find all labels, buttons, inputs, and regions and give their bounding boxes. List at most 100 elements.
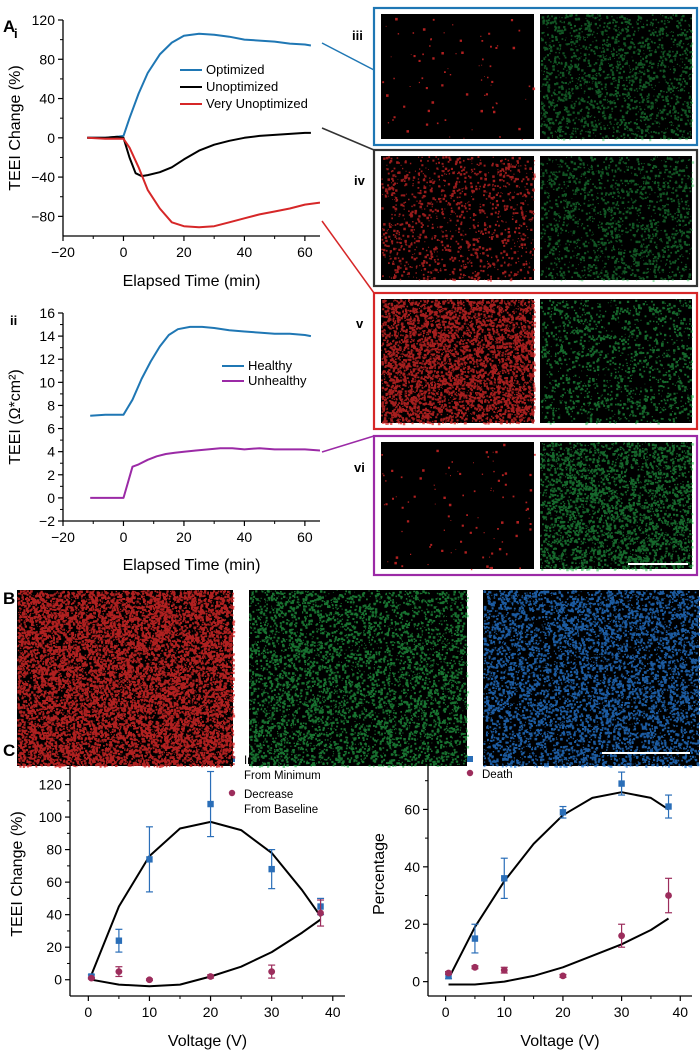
x-tick-label: 20 [555,1004,571,1020]
micrograph-red-channel [381,299,537,426]
x-tick-label: 60 [297,529,313,545]
micrograph-green-channel [540,14,694,142]
panel-frame [372,434,699,577]
micrographs-layer [17,6,700,769]
data-point [146,856,153,863]
micrograph-panel-v [372,291,699,431]
y-tick-label: 10 [39,374,55,390]
legend-marker [228,789,236,797]
data-point [471,935,479,942]
x-tick-label: 40 [237,529,253,545]
micrograph-signal [17,590,236,769]
y-axis-label: TEEI (Ω*cm²) [7,369,24,465]
connector-line [321,220,375,294]
x-tick-label: 20 [176,244,192,260]
micrograph-signal [540,442,695,572]
legend-label: From Minimum [244,770,321,782]
legend-marker [466,769,474,777]
micrograph-panel-b [17,590,700,769]
x-tick-label: 10 [496,1004,512,1020]
chart-c: 010203040020406080100120140Voltage (V)TE… [9,744,345,1050]
subpanel-label-ii: ii [10,313,17,328]
connector-line [321,127,375,151]
panel-frame [372,6,699,147]
fit-curve [91,918,322,988]
data-point [665,803,672,810]
connector-line [321,435,375,453]
x-tick-label: 20 [176,529,192,545]
y-tick-label: 0 [412,974,420,990]
data-point [146,976,153,984]
y-tick-label: 40 [39,91,55,107]
y-axis-label: Percentage [371,833,388,915]
legend-label: Very Unoptimized [206,96,308,111]
y-tick-label: 6 [47,421,55,437]
micrograph-background [381,156,534,280]
x-tick-label: 0 [120,529,128,545]
x-axis-label: Voltage (V) [520,1033,599,1050]
micrograph-red-channel [381,156,536,282]
subpanel-label-iv: iv [354,173,366,188]
series-line-unhealthy [90,447,320,499]
y-tick-label: 20 [46,939,62,955]
micrograph-red-channel [17,590,236,769]
panel-letter-c: C [3,741,15,760]
data-point [268,865,275,873]
y-tick-label: 12 [39,351,55,367]
data-point [317,909,324,917]
data-point [207,800,214,808]
micrograph-background [381,14,534,139]
y-tick-label: 60 [404,801,420,817]
x-tick-label: 30 [614,1004,630,1020]
y-tick-label: 20 [404,916,420,932]
series-line-very-unoptimized [87,136,320,229]
legend-label: Optimized [206,62,265,77]
micrograph-signal [540,299,694,426]
x-axis-label: Elapsed Time (min) [123,557,261,574]
micrograph-green-channel [249,590,470,768]
y-tick-label: 80 [46,842,62,858]
y-tick-label: 120 [39,777,63,793]
micrograph-red-channel [381,442,536,571]
data-point [618,932,625,940]
x-tick-label: 40 [672,1004,688,1020]
x-tick-label: 30 [264,1004,280,1020]
plot-area [447,791,670,986]
data-point [115,937,123,944]
chart-ai: −20 0 20 40 60 −80 −40 0 40 80 120 Elapsed Time (mi… [7,12,320,290]
legend-label: From Baseline [244,804,318,816]
chart-d: 010203040020406080Voltage (V)PercentageD… [371,744,692,1050]
x-tick-label: 0 [120,244,128,260]
micrograph-signal [381,299,537,426]
micrograph-green-channel [540,299,694,426]
x-tick-label: 40 [325,1004,341,1020]
data-point [501,875,508,882]
panel-letter-b: B [3,589,15,608]
panel-frame [372,291,699,431]
micrograph-green-channel [540,442,695,572]
micrograph-signal [540,14,694,142]
y-tick-label: 100 [39,809,63,825]
micrograph-signal [540,156,695,282]
micrograph-background [540,156,692,280]
connector-line [321,42,375,71]
y-tick-label: 40 [404,859,420,875]
legend-label: Unhealthy [248,373,307,388]
legend-label: Unoptimized [206,79,278,94]
plot-area [90,820,322,988]
data-point [559,972,567,980]
legend-label: Death [482,769,513,781]
panel-frame [372,148,699,288]
y-tick-label: 4 [47,444,55,460]
x-tick-label: 0 [84,1004,92,1020]
y-tick-label: 8 [47,397,55,413]
series-line-optimized [87,32,312,139]
data-point [268,968,276,975]
x-tick-label: −20 [51,529,75,545]
x-tick-label: 20 [203,1004,219,1020]
y-tick-label: −40 [31,169,55,185]
data-point [207,973,214,980]
fit-curve [447,791,670,980]
micrograph-green-channel [540,156,695,282]
y-tick-label: 40 [46,907,62,923]
